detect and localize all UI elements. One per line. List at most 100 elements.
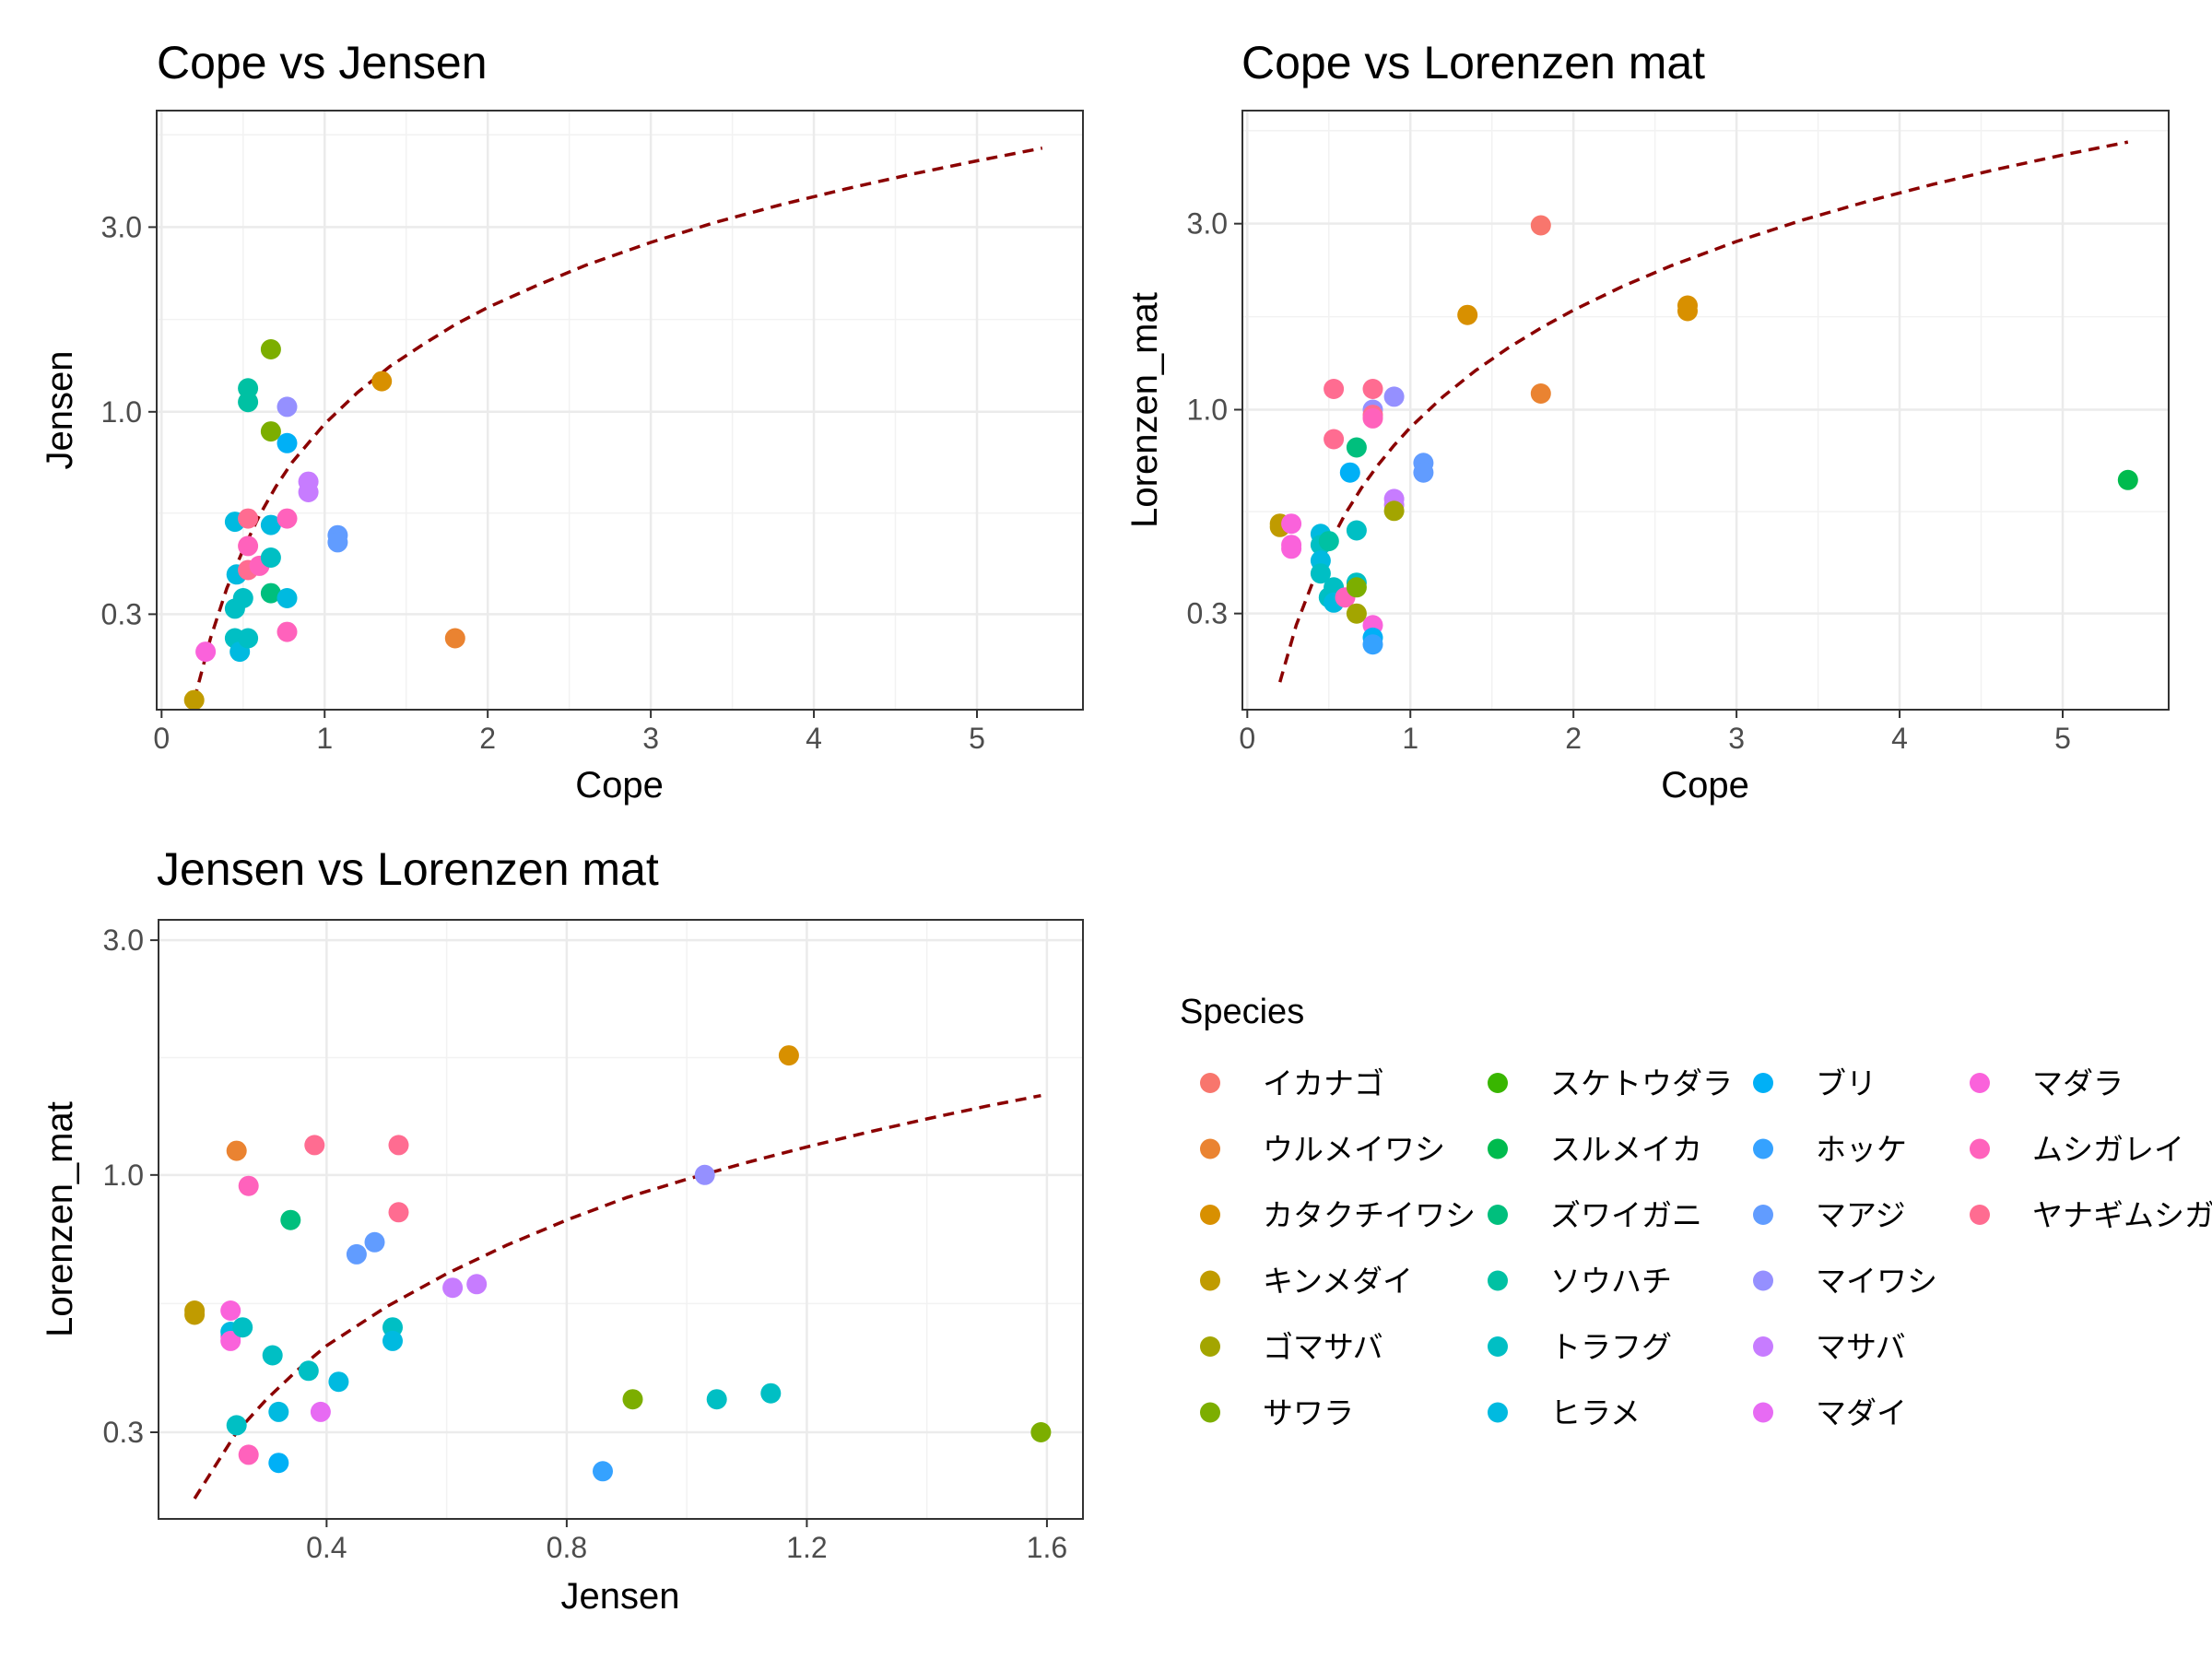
data-point: [1413, 462, 1434, 483]
data-point: [1383, 500, 1405, 522]
y-tick-label: 0.3: [103, 1416, 144, 1449]
legend-key: [1753, 1402, 1773, 1423]
data-point: [310, 1401, 331, 1422]
data-point: [183, 689, 205, 711]
y-axis-title: Lorenzen_mat: [40, 1101, 80, 1337]
panel-cope-vs-jensen: Cope vs Jensen 0 1 2 3 4 5 0.3 1.0 3.0 Cope Jens…: [40, 37, 1084, 806]
data-point: [260, 582, 281, 604]
x-tick-label: 4: [1891, 722, 1908, 755]
x-tick-label: 1.6: [1027, 1531, 1067, 1564]
panel-title: Jensen vs Lorenzen mat: [157, 843, 659, 895]
data-point: [232, 588, 253, 608]
data-point: [268, 1401, 289, 1422]
data-point: [276, 508, 298, 529]
x-tick-label: 1: [316, 722, 333, 755]
data-point: [760, 1382, 782, 1404]
x-tick-label: 4: [806, 722, 822, 755]
legend-label: サワラ: [1263, 1396, 1354, 1430]
data-point: [382, 1330, 403, 1351]
data-point: [388, 1202, 409, 1223]
data-point: [232, 1317, 253, 1338]
data-point: [328, 1371, 349, 1393]
data-point: [220, 1300, 241, 1321]
legend-key: [1753, 1270, 1773, 1291]
data-point: [260, 514, 281, 535]
legend-label: キンメダイ: [1263, 1265, 1413, 1299]
data-point: [276, 621, 298, 642]
x-tick-label: 2: [1565, 722, 1582, 755]
legend-label: イカナゴ: [1263, 1066, 1384, 1100]
panel-title: Cope vs Jensen: [157, 37, 488, 88]
data-point: [1346, 437, 1367, 458]
data-point: [238, 392, 259, 413]
data-point: [260, 547, 281, 568]
x-axis-title: Jensen: [561, 1576, 680, 1617]
legend-key: [1753, 1138, 1773, 1159]
legend-label: マサバ: [1816, 1330, 1906, 1364]
legend-key: [1200, 1402, 1220, 1423]
legend-label: ソウハチ: [1550, 1265, 1672, 1299]
data-point: [388, 1135, 409, 1156]
legend-key: [1488, 1073, 1508, 1093]
x-tick-label: 2: [479, 722, 496, 755]
x-tick-label: 3: [1728, 722, 1745, 755]
legend-label: ムシガレイ: [2032, 1133, 2184, 1167]
data-point: [622, 1389, 643, 1410]
data-point: [226, 1140, 247, 1161]
legend-label: ヒラメ: [1550, 1396, 1641, 1430]
data-point: [1324, 429, 1345, 450]
data-point: [442, 1277, 464, 1299]
legend-label: マダラ: [2032, 1066, 2124, 1100]
data-point: [238, 508, 259, 529]
data-point: [220, 1330, 241, 1351]
data-point: [238, 628, 259, 649]
data-point: [304, 1135, 325, 1156]
x-axis-title: Cope: [575, 765, 664, 806]
legend-key: [1970, 1205, 1990, 1225]
data-point: [1281, 513, 1302, 535]
legend-label: ブリ: [1816, 1066, 1877, 1100]
data-point: [364, 1231, 385, 1253]
y-tick-label: 3.0: [103, 924, 144, 957]
data-point: [444, 628, 465, 649]
legend-label: マダイ: [1816, 1396, 1907, 1430]
x-tick-label: 5: [969, 722, 985, 755]
plot-area: [157, 111, 1083, 710]
legend-key: [1200, 1270, 1220, 1291]
data-point: [280, 1209, 301, 1230]
x-tick-label: 5: [2054, 722, 2071, 755]
legend-key: [1753, 1205, 1773, 1225]
legend-label: ゴマサバ: [1263, 1330, 1383, 1364]
data-point: [298, 1360, 319, 1382]
legend-label: カタクチイワシ: [1263, 1198, 1476, 1232]
data-point: [276, 396, 298, 418]
data-point: [1383, 386, 1405, 407]
legend-key: [1200, 1138, 1220, 1159]
panel-jensen-vs-lorenzen: Jensen vs Lorenzen mat 0.4 0.8 1.2 1.6 0.3 1.…: [40, 843, 1084, 1617]
legend-key: [1488, 1138, 1508, 1159]
plot-area: [159, 920, 1083, 1519]
legend-key: [1200, 1073, 1220, 1093]
legend-key: [1488, 1402, 1508, 1423]
x-tick-label: 0: [1239, 722, 1255, 755]
x-axis-title: Cope: [1661, 765, 1749, 806]
data-point: [2117, 469, 2138, 490]
x-tick-label: 1: [1402, 722, 1418, 755]
panel-cope-vs-lorenzen: Cope vs Lorenzen mat 0 1 2 3 4 5 0.3 1.0 3.0 Cop…: [1124, 37, 2170, 806]
x-tick-label: 3: [642, 722, 659, 755]
x-tick-label: 0.4: [306, 1531, 347, 1564]
data-point: [346, 1243, 367, 1265]
data-point: [195, 641, 217, 663]
y-tick-label: 0.3: [1187, 597, 1228, 630]
x-tick-label: 0.8: [547, 1531, 587, 1564]
y-axis-title: Lorenzen_mat: [1124, 292, 1165, 528]
legend-key: [1488, 1270, 1508, 1291]
legend-label: ズワイガニ: [1550, 1198, 1702, 1232]
legend-label: マイワシ: [1816, 1265, 1937, 1299]
legend-key: [1970, 1073, 1990, 1093]
data-point: [1362, 379, 1383, 399]
data-point: [276, 588, 298, 608]
data-point: [184, 1304, 206, 1325]
legend-label: ウルメイワシ: [1263, 1133, 1445, 1167]
